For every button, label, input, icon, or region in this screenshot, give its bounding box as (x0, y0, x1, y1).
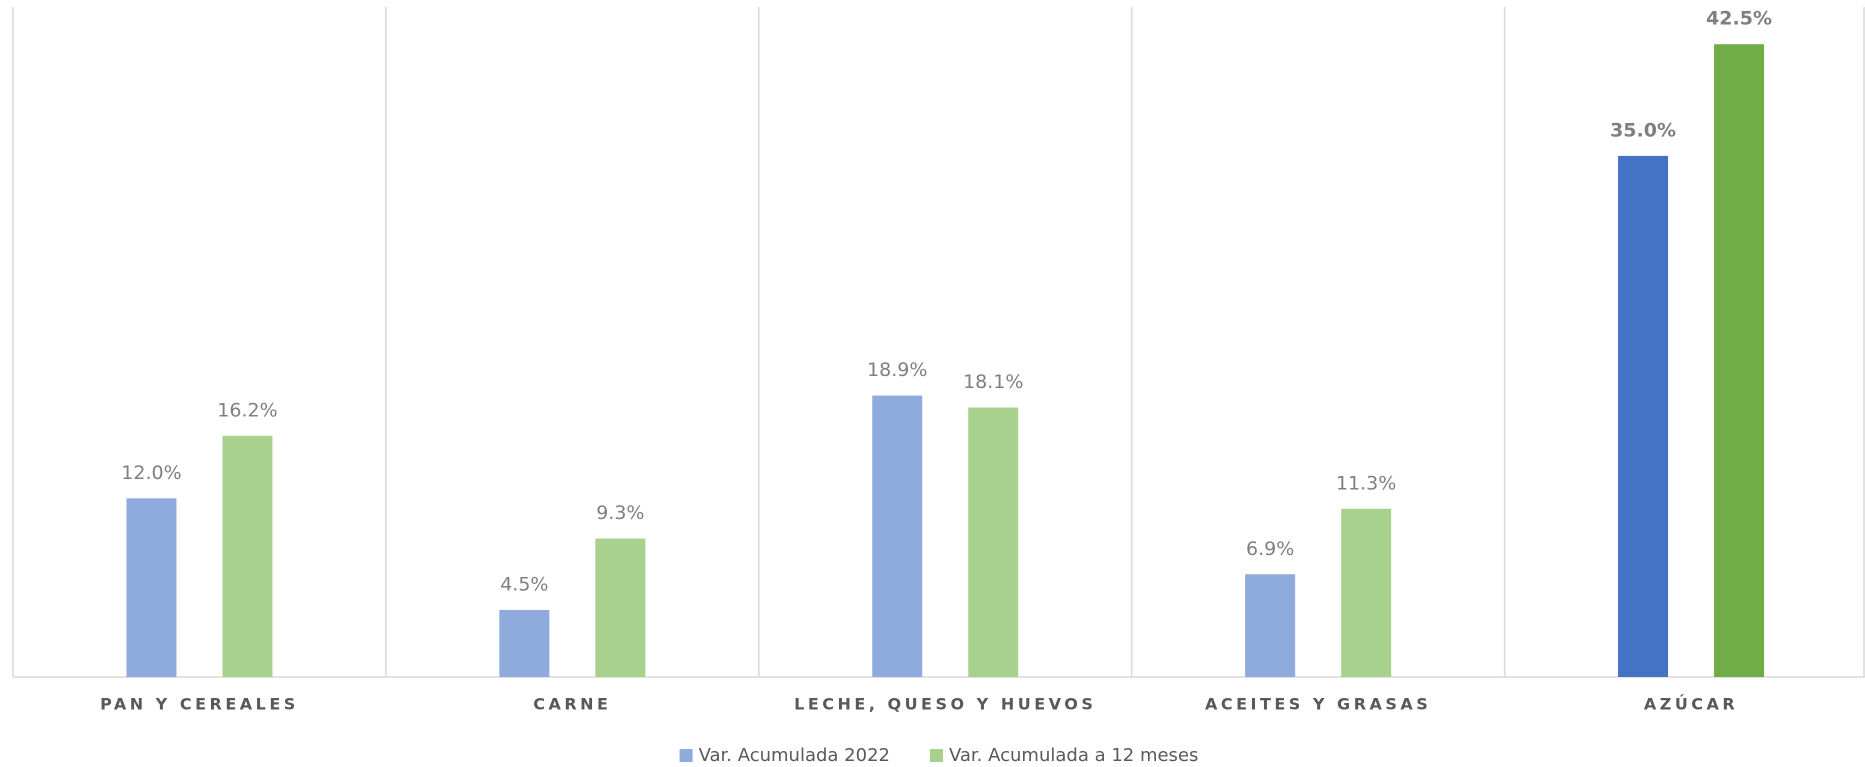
data-label: 12.0% (121, 462, 181, 484)
bar (1245, 574, 1296, 677)
bar (1714, 44, 1765, 677)
data-label: 6.9% (1246, 538, 1294, 560)
data-label: 35.0% (1610, 119, 1676, 141)
legend-label: Var. Acumulada 2022 (699, 745, 890, 766)
x-tick-label: AZÚCAR (1644, 695, 1738, 714)
x-tick-label: LECHE, QUESO Y HUEVOS (794, 695, 1096, 714)
bar (222, 435, 273, 677)
legend-swatch (929, 749, 943, 762)
bar (872, 395, 923, 677)
bar (1341, 508, 1392, 677)
bar (1618, 155, 1669, 677)
data-label: 11.3% (1336, 472, 1396, 494)
data-label: 9.3% (596, 502, 644, 524)
data-label: 18.9% (867, 359, 927, 381)
bar (968, 407, 1019, 677)
legend-swatch (679, 749, 693, 762)
bar (595, 538, 646, 677)
x-tick-label: CARNE (533, 695, 611, 714)
x-tick-label: PAN Y CEREALES (100, 695, 299, 714)
data-label: 16.2% (217, 399, 277, 421)
bar (499, 610, 550, 677)
legend-label: Var. Acumulada a 12 meses (949, 745, 1198, 766)
bar (126, 498, 177, 677)
data-label: 42.5% (1706, 8, 1772, 30)
x-tick-label: ACEITES Y GRASAS (1205, 695, 1431, 714)
data-label: 18.1% (963, 371, 1023, 393)
data-label: 4.5% (500, 574, 548, 596)
